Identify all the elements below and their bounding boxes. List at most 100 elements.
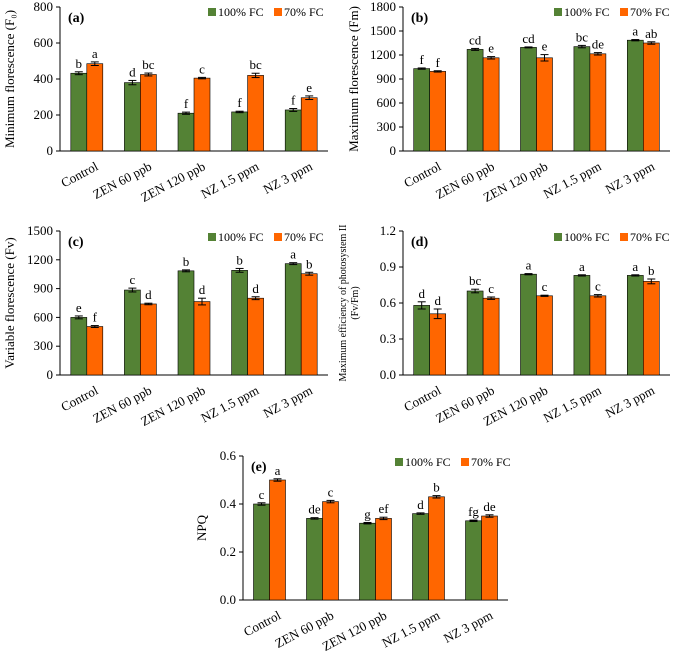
significance-letter: de [483,499,496,514]
bar-100fc [284,263,302,376]
significance-letter: f [237,95,242,110]
bar-100fc [465,520,482,601]
significance-letter: ef [378,501,389,516]
bar-70fc [247,297,264,376]
legend-swatch-70fc [620,8,628,16]
y-tick-label: 0 [47,143,54,158]
bar-100fc [520,47,537,152]
bar-100fc [70,317,88,376]
significance-letter: bc [576,29,589,44]
bar-70fc [536,295,553,376]
significance-letter: b [306,256,313,271]
legend-swatch-70fc [274,8,282,16]
panel-d: 0.0 0.3 0.6 0.9 1.2 Maximum efficiency of pho… [338,223,670,429]
bar-70fc [300,97,318,152]
legend-swatch-100fc [395,458,403,466]
bar-70fc [269,479,286,601]
significance-letter: c [199,61,205,76]
bar-100fc [124,82,141,152]
legend-label-100fc: 100% FC [405,455,451,469]
legend-swatch-100fc [554,8,562,16]
legend-swatch-100fc [208,233,216,241]
y-tick-label: 0.3 [380,331,396,346]
bar-100fc [573,46,591,152]
panel-label: (e) [251,460,267,475]
significance-letter: a [275,463,281,478]
significance-letter: c [259,487,265,502]
legend-label-70fc: 70% FC [630,230,670,244]
significance-letter: b [648,263,655,278]
bar-100fc [466,49,484,152]
x-tick-label: NZ 1.5 ppm [541,158,604,201]
legend-label-70fc: 70% FC [284,5,324,19]
legend-swatch-70fc [620,233,628,241]
y-tick-label: 1800 [370,0,396,14]
significance-letter: d [418,286,425,301]
y-tick-label: 0 [390,143,397,158]
significance-letter: bc [142,57,155,72]
x-tick-label: NZ 1.5 ppm [198,382,261,425]
significance-letter: d [434,293,441,308]
significance-letter: f [436,55,441,70]
significance-letter: a [526,258,532,273]
significance-letter: c [328,484,334,499]
bar-70fc [482,57,500,152]
significance-letter: b [183,254,190,269]
y-tick-label: 600 [377,95,397,110]
bar-100fc [413,305,431,376]
legend-label-100fc: 100% FC [564,230,610,244]
y-tick-label: 300 [34,338,54,353]
y-tick-label: 600 [34,35,54,50]
y-axis-label-unit: (Fv/Fm) [350,286,361,319]
legend-label-100fc: 100% FC [564,5,610,19]
y-tick-label: 0.9 [380,259,396,274]
y-tick-label: 400 [34,71,54,86]
bar-100fc [466,290,484,376]
bar-70fc [375,518,392,601]
significance-letter: d [199,282,206,297]
significance-letter: d [145,287,152,302]
y-axis-label: Maximum efficiency of photosystem II [338,224,349,381]
bar-70fc [193,301,211,376]
significance-letter: e [306,80,312,95]
y-tick-label: 0.2 [220,544,236,559]
bar-70fc [589,295,607,376]
panel-label: (a) [68,11,85,26]
significance-letter: d [252,281,259,296]
legend-swatch-100fc [208,8,216,16]
y-tick-label: 800 [34,0,54,14]
x-tick-label: NZ 1.5 ppm [541,382,604,425]
y-tick-label: 0.6 [380,295,397,310]
y-tick-label: 0.0 [380,367,396,382]
significance-letter: d [129,64,136,79]
significance-letter: e [542,39,548,54]
significance-letter: e [76,300,82,315]
significance-letter: f [184,96,189,111]
panel-label: (b) [411,11,428,26]
significance-letter: a [632,259,638,274]
significance-letter: f [291,93,296,108]
bar-70fc [428,496,445,601]
bar-70fc [140,74,157,152]
legend-label-100fc: 100% FC [218,230,264,244]
y-axis-label: NPQ [194,514,209,541]
bar-70fc [300,273,318,376]
x-tick-label: NZ 3 ppm [261,158,315,196]
x-tick-label: NZ 1.5 ppm [198,158,261,201]
bar-70fc [247,75,264,152]
x-tick-label: NZ 3 ppm [261,382,315,420]
significance-letter: b [236,252,243,267]
panel-b: 0 300 600 900 1200 1500 1800 Maximum florescenc… [346,0,670,205]
panel-label: (c) [68,235,84,250]
y-tick-label: 300 [377,119,397,134]
bar-70fc [589,53,607,152]
significance-letter: de [308,502,321,517]
y-tick-label: 600 [34,309,54,324]
legend-swatch-70fc [461,458,469,466]
significance-letter: bc [469,273,482,288]
legend: 100% FC 70% FC [554,5,670,19]
x-tick-label: NZ 3 ppm [603,158,657,196]
significance-letter: f [420,52,425,67]
y-tick-label: 900 [34,281,54,296]
significance-letter: a [92,46,98,61]
